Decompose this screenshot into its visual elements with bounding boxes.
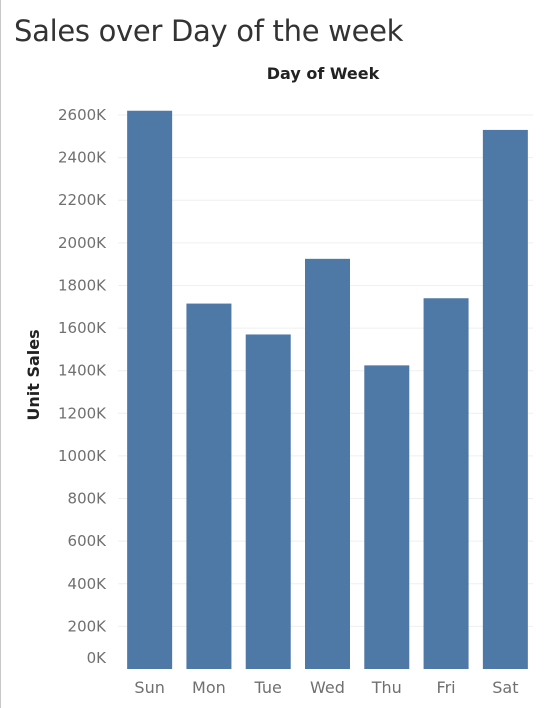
- y-tick-label: 2000K: [58, 234, 107, 252]
- y-tick-label: 1600K: [58, 319, 107, 337]
- x-tick-label: Mon: [192, 678, 226, 697]
- bar-wed[interactable]: [305, 258, 350, 669]
- left-border: [0, 0, 1, 708]
- y-tick-label: 2200K: [58, 191, 107, 209]
- bar-tue[interactable]: [245, 334, 291, 669]
- x-tick-label: Sun: [134, 678, 164, 697]
- bars: [127, 110, 528, 669]
- y-tick-label: 1800K: [58, 276, 107, 294]
- y-tick-label: 200K: [68, 617, 108, 635]
- y-tick-label: 2400K: [58, 149, 107, 167]
- bar-sun[interactable]: [127, 110, 173, 669]
- x-tick-label: Fri: [437, 678, 456, 697]
- chart-title: Sales over Day of the week: [14, 14, 404, 48]
- y-tick-label: 2600K: [58, 106, 107, 124]
- x-tick-label: Tue: [254, 678, 282, 697]
- y-axis-title: Unit Sales: [24, 329, 43, 420]
- y-tick-label: 0K: [87, 649, 108, 667]
- bar-thu[interactable]: [364, 365, 410, 669]
- bar-mon[interactable]: [186, 303, 232, 669]
- x-axis-title: Day of Week: [267, 64, 380, 83]
- y-axis-ticks: 0K 200K 400K 600K 800K 1000K 1200K 1400K 1600K 18…: [58, 106, 107, 667]
- bar-sat[interactable]: [482, 129, 528, 669]
- y-tick-label: 1000K: [58, 447, 107, 465]
- y-tick-label: 800K: [68, 490, 108, 508]
- y-tick-label: 600K: [68, 532, 108, 550]
- y-tick-label: 1200K: [58, 404, 107, 422]
- y-tick-label: 1400K: [58, 362, 107, 380]
- x-tick-label: Thu: [371, 678, 402, 697]
- x-tick-label: Wed: [310, 678, 345, 697]
- y-tick-label: 400K: [68, 575, 108, 593]
- x-tick-label: Sat: [492, 678, 518, 697]
- x-axis-ticks: Sun Mon Tue Wed Thu Fri Sat: [134, 678, 518, 697]
- bar-fri[interactable]: [423, 298, 469, 669]
